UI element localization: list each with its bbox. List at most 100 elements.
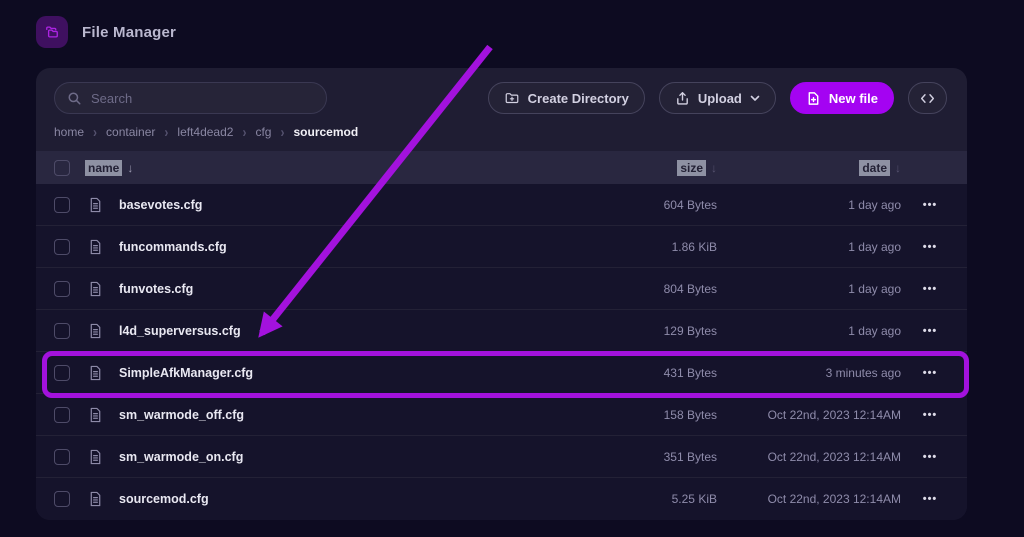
table-row[interactable]: l4d_superversus.cfg 129 Bytes 1 day ago … bbox=[36, 310, 967, 352]
code-editor-button[interactable] bbox=[908, 82, 947, 114]
page-title: File Manager bbox=[82, 23, 177, 41]
file-size: 351 Bytes bbox=[663, 449, 717, 464]
file-icon bbox=[88, 491, 103, 507]
column-header-size[interactable]: size ↓ bbox=[571, 159, 721, 176]
table-row[interactable]: basevotes.cfg 604 Bytes 1 day ago ••• bbox=[36, 184, 967, 226]
row-checkbox[interactable] bbox=[54, 448, 70, 465]
file-icon bbox=[88, 449, 103, 465]
file-date: 3 minutes ago bbox=[825, 365, 901, 380]
upload-label: Upload bbox=[697, 90, 742, 106]
sort-arrow-date-icon: ↓ bbox=[895, 160, 901, 175]
breadcrumb-item-home[interactable]: home bbox=[54, 125, 85, 139]
file-size: 129 Bytes bbox=[663, 323, 717, 338]
file-name[interactable]: sm_warmode_off.cfg bbox=[119, 407, 245, 422]
row-menu-button[interactable]: ••• bbox=[911, 493, 949, 505]
column-header-size-label: size bbox=[677, 159, 706, 176]
file-icon bbox=[88, 239, 103, 255]
table-row[interactable]: sourcemod.cfg 5.25 KiB Oct 22nd, 2023 12… bbox=[36, 478, 967, 520]
table-header-row: name ↓ size ↓ date ↓ bbox=[36, 151, 967, 184]
column-header-date[interactable]: date ↓ bbox=[721, 159, 911, 176]
breadcrumb-separator-icon: › bbox=[93, 123, 98, 141]
file-date: 1 day ago bbox=[848, 197, 901, 212]
code-icon bbox=[920, 92, 935, 105]
chevron-down-icon bbox=[750, 95, 760, 102]
file-name[interactable]: funvotes.cfg bbox=[119, 281, 194, 296]
breadcrumb-item-sourcemod: sourcemod bbox=[293, 125, 359, 139]
table-row[interactable]: sm_warmode_off.cfg 158 Bytes Oct 22nd, 2… bbox=[36, 394, 967, 436]
select-all-checkbox[interactable] bbox=[54, 159, 70, 176]
sort-arrow-name-icon: ↓ bbox=[127, 160, 134, 175]
file-date: Oct 22nd, 2023 12:14AM bbox=[767, 449, 901, 464]
file-size: 158 Bytes bbox=[663, 407, 717, 422]
file-plus-icon bbox=[806, 91, 821, 106]
column-header-name-label: name bbox=[85, 159, 123, 176]
row-checkbox[interactable] bbox=[54, 238, 70, 255]
file-name[interactable]: funcommands.cfg bbox=[119, 239, 227, 254]
row-menu-button[interactable]: ••• bbox=[911, 325, 949, 337]
create-directory-label: Create Directory bbox=[527, 90, 629, 106]
file-size: 604 Bytes bbox=[663, 197, 717, 212]
file-size: 5.25 KiB bbox=[671, 492, 717, 506]
toolbar: Create Directory Upload bbox=[36, 68, 967, 114]
row-menu-button[interactable]: ••• bbox=[911, 199, 949, 211]
table-row[interactable]: funvotes.cfg 804 Bytes 1 day ago ••• bbox=[36, 268, 967, 310]
file-date: 1 day ago bbox=[848, 281, 901, 296]
toolbar-actions: Create Directory Upload bbox=[487, 82, 947, 114]
row-menu-button[interactable]: ••• bbox=[911, 409, 949, 421]
breadcrumb-separator-icon: › bbox=[164, 123, 169, 141]
file-name[interactable]: sourcemod.cfg bbox=[119, 492, 209, 506]
sort-arrow-size-icon: ↓ bbox=[711, 160, 717, 175]
file-icon bbox=[88, 281, 103, 297]
row-menu-button[interactable]: ••• bbox=[911, 367, 949, 379]
file-size: 1.86 KiB bbox=[671, 239, 717, 254]
row-menu-button[interactable]: ••• bbox=[911, 451, 949, 463]
row-checkbox[interactable] bbox=[54, 280, 70, 297]
row-menu-button[interactable]: ••• bbox=[911, 283, 949, 295]
file-name[interactable]: sm_warmode_on.cfg bbox=[119, 449, 244, 464]
row-checkbox[interactable] bbox=[54, 196, 70, 213]
create-directory-button[interactable]: Create Directory bbox=[487, 82, 645, 114]
search-input[interactable] bbox=[91, 90, 314, 106]
column-header-date-label: date bbox=[859, 159, 890, 176]
file-icon bbox=[88, 407, 103, 423]
file-name[interactable]: l4d_superversus.cfg bbox=[119, 323, 241, 338]
file-date: 1 day ago bbox=[848, 239, 901, 254]
breadcrumb-item-left4dead2[interactable]: left4dead2 bbox=[177, 125, 234, 139]
new-file-label: New file bbox=[828, 90, 878, 106]
row-checkbox[interactable] bbox=[54, 364, 70, 381]
file-table: name ↓ size ↓ date ↓ basevot bbox=[36, 151, 967, 520]
column-header-name[interactable]: name ↓ bbox=[85, 159, 571, 176]
file-icon bbox=[88, 197, 103, 213]
table-row[interactable]: funcommands.cfg 1.86 KiB 1 day ago ••• bbox=[36, 226, 967, 268]
file-icon bbox=[88, 323, 103, 339]
app-header: File Manager bbox=[36, 16, 176, 48]
file-name[interactable]: SimpleAfkManager.cfg bbox=[119, 365, 254, 380]
table-row[interactable]: SimpleAfkManager.cfg 431 Bytes 3 minutes… bbox=[36, 352, 967, 394]
search-box[interactable] bbox=[54, 82, 327, 114]
file-icon bbox=[88, 365, 103, 381]
search-icon bbox=[67, 91, 82, 106]
folder-plus-icon bbox=[504, 90, 520, 106]
folder-copy-icon bbox=[36, 16, 68, 48]
row-checkbox[interactable] bbox=[54, 406, 70, 423]
table-body: basevotes.cfg 604 Bytes 1 day ago ••• fu… bbox=[36, 184, 967, 520]
file-manager-panel: Create Directory Upload bbox=[36, 68, 967, 520]
breadcrumb-item-cfg[interactable]: cfg bbox=[255, 125, 272, 139]
file-size: 804 Bytes bbox=[663, 281, 717, 296]
file-date: 1 day ago bbox=[848, 323, 901, 338]
file-date: Oct 22nd, 2023 12:14AM bbox=[767, 492, 901, 506]
breadcrumb-separator-icon: › bbox=[280, 123, 285, 141]
breadcrumb: home › container › left4dead2 › cfg › sourcemod bbox=[36, 114, 967, 141]
upload-button[interactable]: Upload bbox=[658, 82, 776, 114]
upload-icon bbox=[675, 91, 690, 106]
new-file-button[interactable]: New file bbox=[789, 82, 894, 114]
table-row[interactable]: sm_warmode_on.cfg 351 Bytes Oct 22nd, 20… bbox=[36, 436, 967, 478]
breadcrumb-separator-icon: › bbox=[242, 123, 247, 141]
row-checkbox[interactable] bbox=[54, 322, 70, 339]
file-name[interactable]: basevotes.cfg bbox=[119, 197, 203, 212]
breadcrumb-item-container[interactable]: container bbox=[106, 125, 156, 139]
row-checkbox[interactable] bbox=[54, 491, 70, 507]
file-size: 431 Bytes bbox=[663, 365, 717, 380]
row-menu-button[interactable]: ••• bbox=[911, 241, 949, 253]
